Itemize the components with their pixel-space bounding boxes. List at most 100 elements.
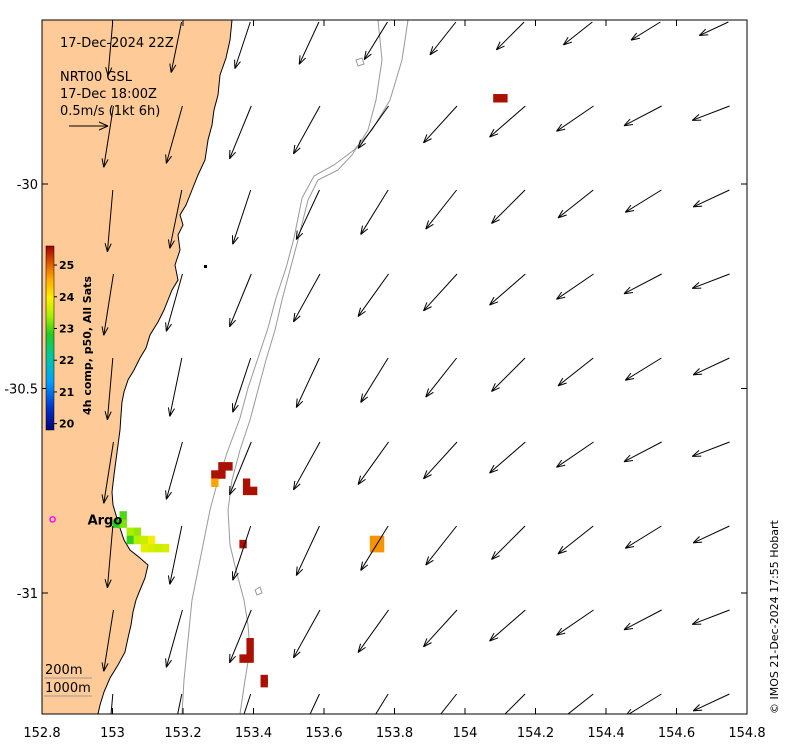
current-vector <box>425 525 458 566</box>
x-tick-label: 154.8 <box>728 726 765 741</box>
coastline <box>97 20 233 714</box>
argo-float-marker[interactable] <box>49 516 56 523</box>
current-vector <box>691 105 730 121</box>
current-vector <box>423 273 458 312</box>
colorbar-tick-label: 23 <box>59 322 74 335</box>
current-vector <box>104 357 114 420</box>
current-vector <box>691 273 730 289</box>
current-vector <box>691 441 730 457</box>
current-vector <box>556 441 594 468</box>
current-vector <box>357 105 389 149</box>
current-vector <box>231 357 252 413</box>
current-vector <box>292 273 321 323</box>
vector-scale-label: 0.5m/s (1kt 6h) <box>60 104 160 119</box>
sst-pixel <box>246 637 254 647</box>
x-tick-label: 154 <box>453 726 478 741</box>
isobath-200m-label: 200m <box>45 663 82 678</box>
sst-pixel <box>376 535 385 545</box>
current-vector <box>692 693 730 712</box>
sst-pixel <box>147 535 156 545</box>
y-tick-label: -30.5 <box>4 383 38 398</box>
current-vector <box>425 357 458 398</box>
current-vector <box>243 693 252 714</box>
y-axis: -30 -30.5 -31 <box>4 178 747 602</box>
x-tick-label: 154.4 <box>587 726 624 741</box>
current-vector <box>557 357 594 387</box>
current-vector <box>165 105 183 164</box>
current-vector <box>626 693 662 714</box>
current-vector <box>491 189 526 224</box>
current-vector <box>363 21 388 61</box>
current-vector <box>423 105 458 144</box>
current-vector <box>491 525 526 560</box>
isobath-1000m <box>181 20 409 714</box>
x-axis: 152.8 153 153.2 153.4 153.6 153.8 154 154.2 154.… <box>23 20 766 741</box>
sst-pixel <box>119 511 127 520</box>
sst-pixel <box>147 543 156 553</box>
current-vector <box>692 189 730 208</box>
current-vector <box>489 441 526 474</box>
current-vector <box>165 273 183 332</box>
current-vector <box>167 357 183 417</box>
current-vector <box>556 273 594 300</box>
current-vector <box>357 273 389 317</box>
sst-pixel <box>140 543 149 553</box>
current-vectors <box>101 21 730 714</box>
sst-pixel <box>140 535 149 545</box>
colorbar-tick-label: 20 <box>59 418 75 431</box>
current-vector <box>295 525 320 576</box>
credit-label: © IMOS 21-Dec-2024 17:55 Hobart <box>768 519 781 714</box>
current-vector <box>557 525 594 555</box>
sst-pixel <box>218 462 226 471</box>
current-vector <box>623 441 662 463</box>
isobath-1000m-label: 1000m <box>45 681 91 696</box>
current-vector <box>309 693 320 714</box>
current-vector <box>231 189 252 245</box>
current-vector <box>165 609 183 668</box>
sst-pixel <box>249 486 258 496</box>
current-vector <box>624 357 662 381</box>
current-vector <box>101 609 114 672</box>
current-vector <box>423 441 458 480</box>
x-tick-label: 153.4 <box>235 726 272 741</box>
argo-label: Argo <box>88 513 123 528</box>
sst-pixel <box>239 654 247 663</box>
sst-pixel <box>493 94 501 103</box>
x-tick-label: 153.6 <box>305 726 342 741</box>
current-vector <box>562 693 594 714</box>
current-vector <box>177 693 183 714</box>
sst-pixel <box>119 519 127 528</box>
colorbar-tick-label: 25 <box>59 259 74 272</box>
current-vector <box>298 21 320 65</box>
current-vector <box>692 357 730 376</box>
current-vector <box>231 525 252 581</box>
current-vector <box>423 609 458 648</box>
colorbar-tick-label: 21 <box>59 386 74 399</box>
sst-pixel <box>133 527 141 537</box>
sst-pixel <box>112 519 120 528</box>
current-vector <box>630 21 661 41</box>
current-vector <box>623 609 662 631</box>
current-vector <box>292 609 321 659</box>
current-vector <box>101 273 114 336</box>
current-vector <box>489 273 526 306</box>
x-tick-label: 153.2 <box>164 726 201 741</box>
sst-pixel <box>376 543 385 553</box>
current-vector <box>360 189 389 235</box>
sst-pixel <box>126 527 134 537</box>
current-vector <box>495 21 525 51</box>
timestamp-label: 17-Dec-2024 22Z <box>60 36 174 51</box>
sst-pixel <box>242 486 251 496</box>
current-vector <box>234 21 251 69</box>
current-vector <box>101 105 114 168</box>
current-vector <box>623 273 662 295</box>
scale-arrow <box>69 121 109 131</box>
current-vector <box>229 273 252 328</box>
isobath-200m <box>227 20 383 714</box>
sst-pixel <box>225 462 233 471</box>
sst-colorbar: 25 24 23 22 21 20 4h comp, p50, All Sats <box>45 245 94 431</box>
isobath-detail <box>254 57 365 596</box>
sst-pixel <box>161 543 170 553</box>
current-vector <box>167 189 183 249</box>
